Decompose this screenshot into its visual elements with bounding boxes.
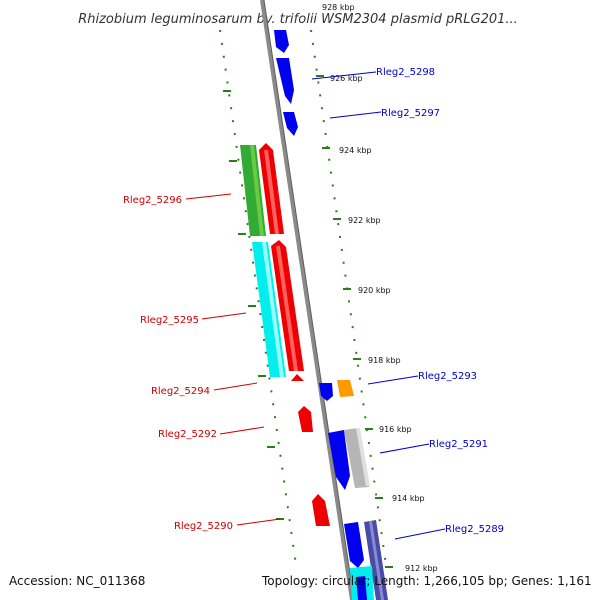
- cds-feature[interactable]: [283, 112, 298, 136]
- cds-feature[interactable]: [319, 383, 333, 401]
- gene-label-rleg2-5289[interactable]: Rleg2_5289: [445, 524, 504, 535]
- cds-feature[interactable]: [291, 374, 304, 381]
- gene-label-rleg2-5294[interactable]: Rleg2_5294: [151, 386, 210, 397]
- cds-feature[interactable]: [344, 522, 364, 568]
- outer-guide-line: [310, 29, 387, 566]
- gene-label-rleg2-5296[interactable]: Rleg2_5296: [123, 195, 182, 206]
- kbp-label: 920 kbp: [358, 286, 391, 295]
- cds-feature[interactable]: [298, 406, 313, 432]
- kbp-label: 924 kbp: [339, 146, 372, 155]
- kbp-label: 918 kbp: [368, 356, 401, 365]
- cds-feature[interactable]: [344, 428, 369, 488]
- gene-label-rleg2-5298[interactable]: Rleg2_5298: [376, 67, 435, 78]
- accession-text: Accession: NC_011368: [9, 574, 146, 588]
- kbp-label: 922 kbp: [348, 216, 381, 225]
- kbp-label: 914 kbp: [392, 494, 425, 503]
- forward-label-connectors: [311, 71, 446, 540]
- cds-feature[interactable]: [274, 30, 289, 53]
- genome-backbone: [260, 0, 354, 600]
- reverse-label-connectors: [185, 193, 281, 526]
- cds-feature[interactable]: [337, 380, 354, 397]
- gene-label-rleg2-5291[interactable]: Rleg2_5291: [429, 439, 488, 450]
- gene-label-rleg2-5293[interactable]: Rleg2_5293: [418, 371, 477, 382]
- forward-cds-group: [274, 30, 388, 600]
- map-title: Rhizobium leguminosarum bv. trifolii WSM…: [78, 12, 518, 27]
- kbp-label: 928 kbp: [322, 3, 355, 12]
- cds-feature[interactable]: [328, 430, 350, 490]
- gene-label-rleg2-5297[interactable]: Rleg2_5297: [381, 108, 440, 119]
- kbp-label: 912 kbp: [405, 564, 438, 573]
- genome-summary-text: Topology: circular; Length: 1,266,105 bp…: [262, 574, 592, 588]
- kbp-tick-marks: [316, 75, 393, 568]
- reverse-cds-group: [240, 143, 330, 526]
- gene-label-rleg2-5290[interactable]: Rleg2_5290: [174, 521, 233, 532]
- gene-label-rleg2-5292[interactable]: Rleg2_5292: [158, 429, 217, 440]
- kbp-label: 916 kbp: [379, 425, 412, 434]
- inner-tick-marks: [223, 90, 284, 520]
- cds-feature[interactable]: [276, 58, 294, 104]
- kbp-label: 926 kbp: [330, 74, 363, 83]
- cds-feature[interactable]: [312, 494, 330, 526]
- gene-label-rleg2-5295[interactable]: Rleg2_5295: [140, 315, 199, 326]
